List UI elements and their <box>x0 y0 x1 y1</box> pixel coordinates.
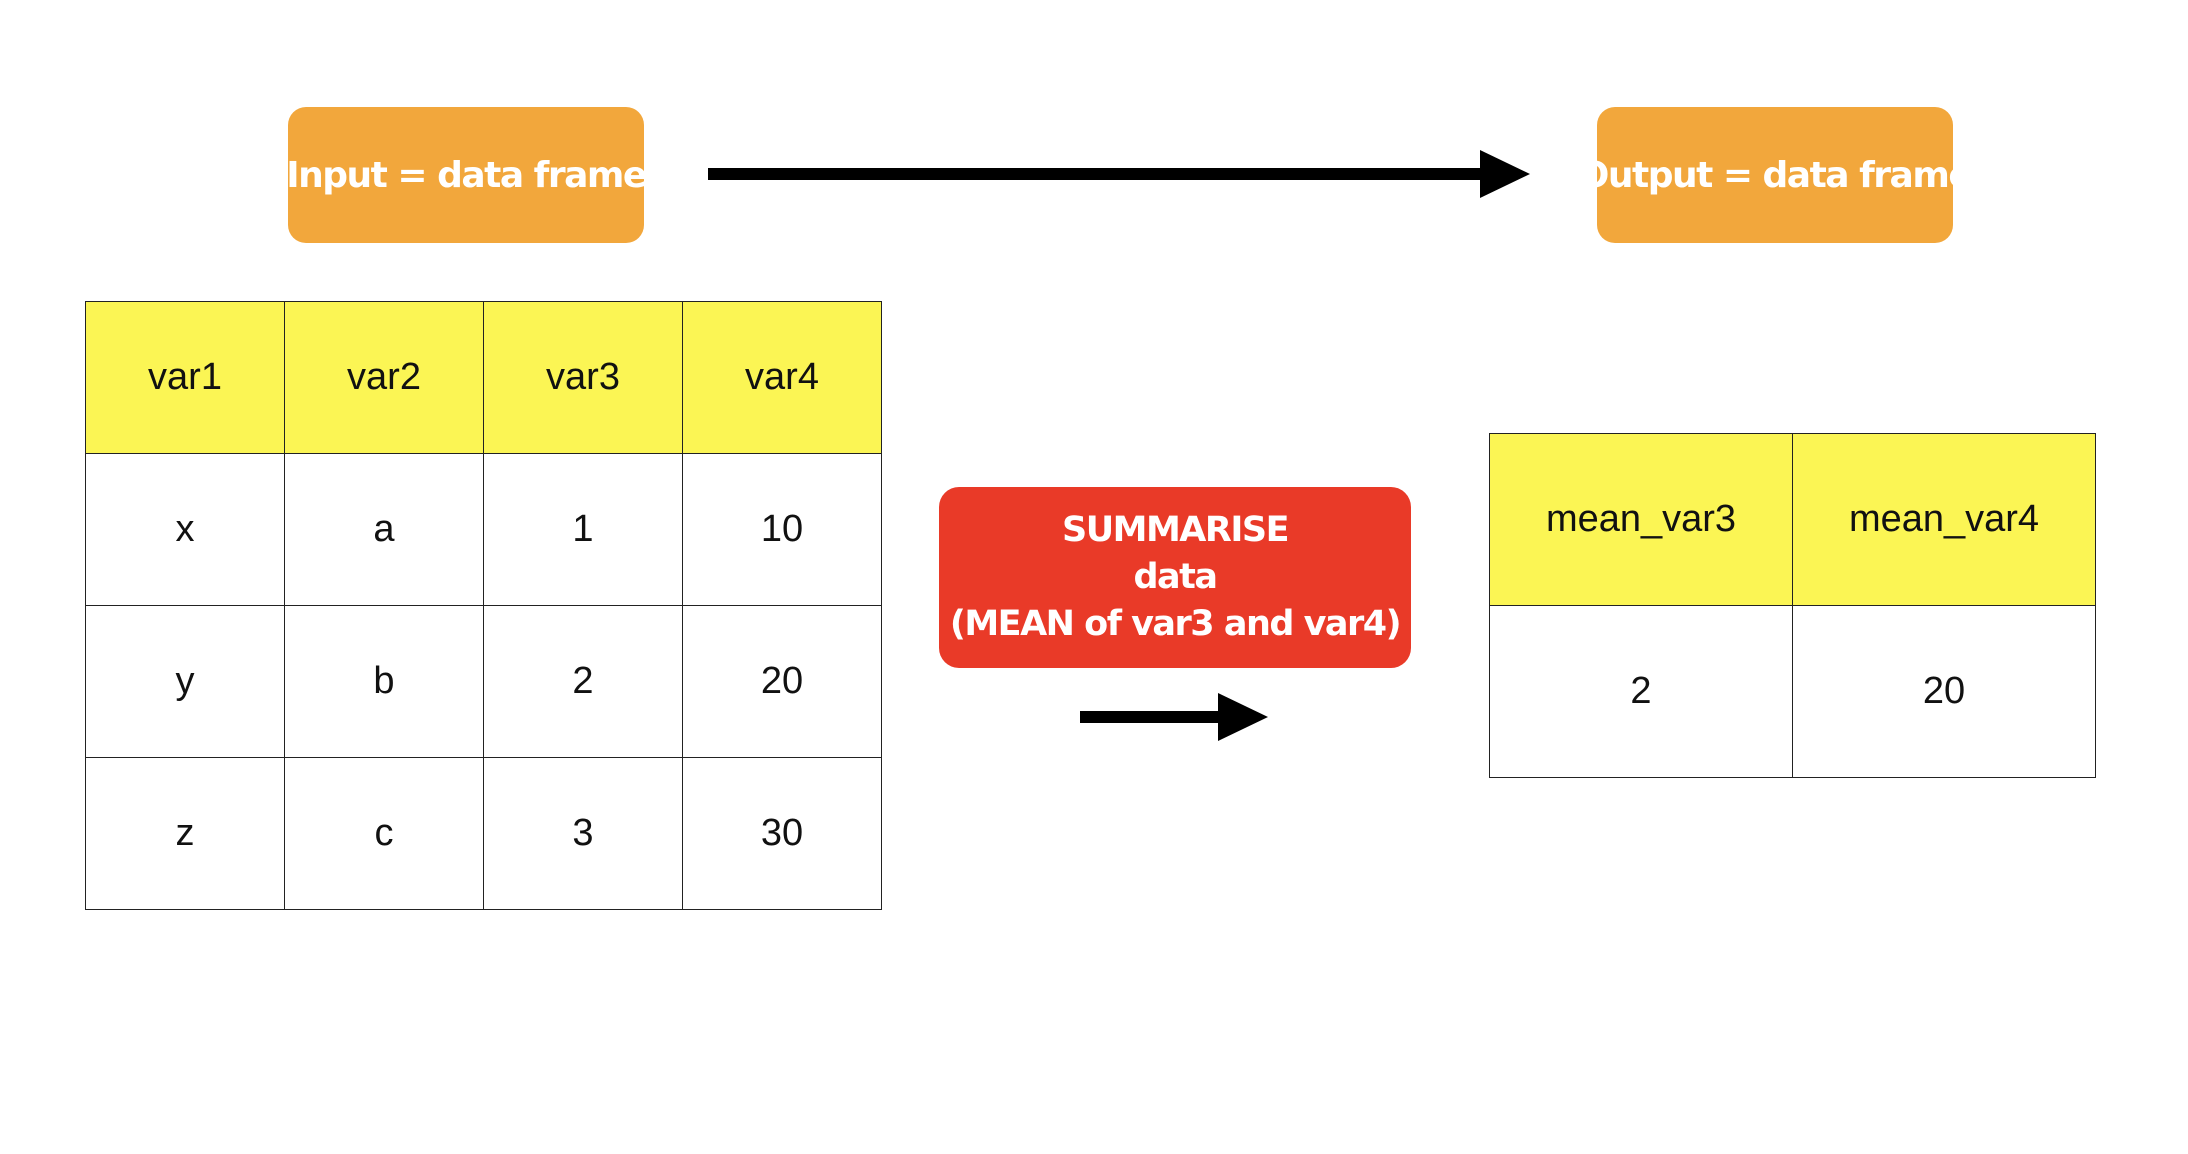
table-cell: 2 <box>483 605 683 758</box>
table-row: z c 3 30 <box>85 757 882 910</box>
middle-arrow-icon <box>1080 693 1268 741</box>
table-cell: b <box>284 605 484 758</box>
table-cell: 20 <box>1792 605 2096 778</box>
summarise-operation-box: SUMMARISE data (MEAN of var3 and var4) <box>939 487 1411 668</box>
header-cell: var2 <box>284 301 484 454</box>
input-label-box: Input = data frame <box>286 107 647 243</box>
input-label-text: Input = data frame <box>286 154 647 196</box>
table-row: y b 2 20 <box>85 605 882 758</box>
table-cell: 2 <box>1489 605 1793 778</box>
input-data-table: var1 var2 var3 var4 x a 1 10 y b 2 20 z … <box>85 301 882 910</box>
output-data-table: mean_var3 mean_var4 2 20 <box>1489 433 2096 778</box>
table-cell: y <box>85 605 285 758</box>
header-cell: var1 <box>85 301 285 454</box>
operation-title: SUMMARISE <box>1062 510 1289 550</box>
table-cell: 1 <box>483 453 683 606</box>
table-cell: z <box>85 757 285 910</box>
table-header-row: mean_var3 mean_var4 <box>1489 433 2096 606</box>
table-cell: 20 <box>682 605 882 758</box>
header-cell: mean_var3 <box>1489 433 1793 606</box>
table-cell: 3 <box>483 757 683 910</box>
output-label-box: Output = data frame <box>1579 107 1973 243</box>
table-row: x a 1 10 <box>85 453 882 606</box>
table-cell: 30 <box>682 757 882 910</box>
header-cell: var3 <box>483 301 683 454</box>
table-header-row: var1 var2 var3 var4 <box>85 301 882 454</box>
output-label-text: Output = data frame <box>1578 154 1973 196</box>
table-row: 2 20 <box>1489 605 2096 778</box>
table-cell: a <box>284 453 484 606</box>
table-cell: 10 <box>682 453 882 606</box>
table-cell: c <box>284 757 484 910</box>
operation-detail: (MEAN of var3 and var4) <box>949 604 1402 644</box>
header-cell: mean_var4 <box>1792 433 2096 606</box>
operation-subtitle: data <box>1133 557 1218 597</box>
header-cell: var4 <box>682 301 882 454</box>
top-arrow-icon <box>708 150 1530 198</box>
table-cell: x <box>85 453 285 606</box>
